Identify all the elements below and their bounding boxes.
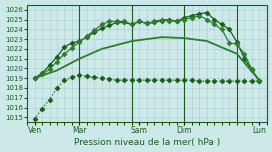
X-axis label: Pression niveau de la mer( hPa ): Pression niveau de la mer( hPa ) (74, 138, 220, 147)
